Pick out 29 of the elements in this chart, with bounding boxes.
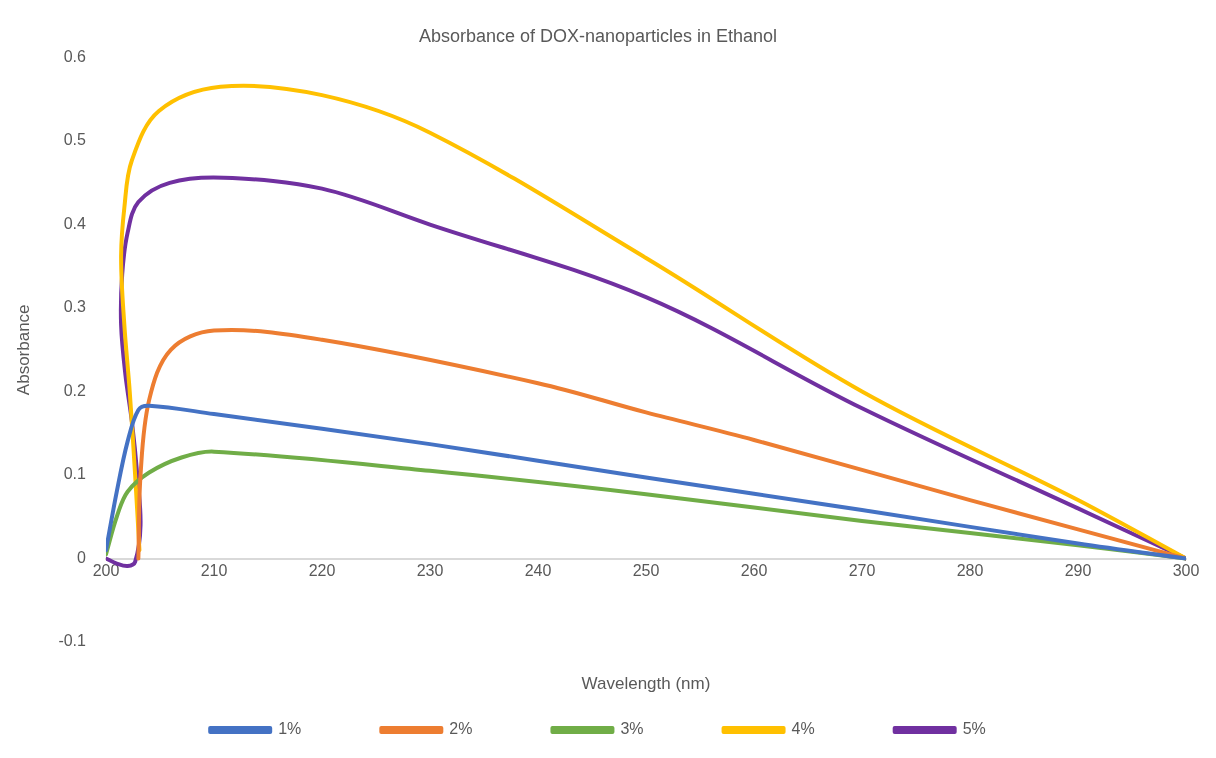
x-tick-label: 290 (1064, 561, 1092, 579)
x-tick-label: 230 (416, 561, 444, 579)
y-tick-label: 0.3 (63, 298, 87, 316)
x-axis-title: Wavelength (nm) (581, 673, 711, 693)
x-tick-label: 280 (956, 561, 984, 579)
y-tick-label: 0.4 (63, 214, 87, 232)
y-axis-title: Absorbance (13, 304, 33, 396)
line-series (136, 328, 1186, 561)
legend-label: 4% (791, 720, 815, 738)
x-tick-label: 240 (524, 561, 552, 579)
chart-title: Absorbance of DOX-nanoparticles in Ethanol (418, 25, 778, 46)
y-tick-label: 0 (77, 548, 87, 566)
y-tick-label: 0.6 (63, 48, 87, 66)
x-tick-label: 210 (200, 561, 228, 579)
x-tick-label: 200 (92, 561, 120, 579)
y-tick-label: 0.1 (63, 465, 87, 483)
y-tick-label: 0.5 (63, 131, 87, 149)
x-tick-label: 270 (848, 561, 876, 579)
y-tick-label: 0.2 (63, 381, 87, 399)
line-series (105, 403, 1186, 561)
x-tick-label: 220 (308, 561, 336, 579)
legend-label: 2% (449, 720, 473, 738)
x-tick-label: 300 (1172, 561, 1200, 579)
x-tick-label: 250 (632, 561, 660, 579)
legend-label: 3% (620, 720, 644, 738)
x-tick-label: 260 (740, 561, 768, 579)
legend-label: 1% (278, 720, 302, 738)
y-tick-label: -0.1 (58, 632, 87, 650)
legend-label: 5% (962, 720, 986, 738)
